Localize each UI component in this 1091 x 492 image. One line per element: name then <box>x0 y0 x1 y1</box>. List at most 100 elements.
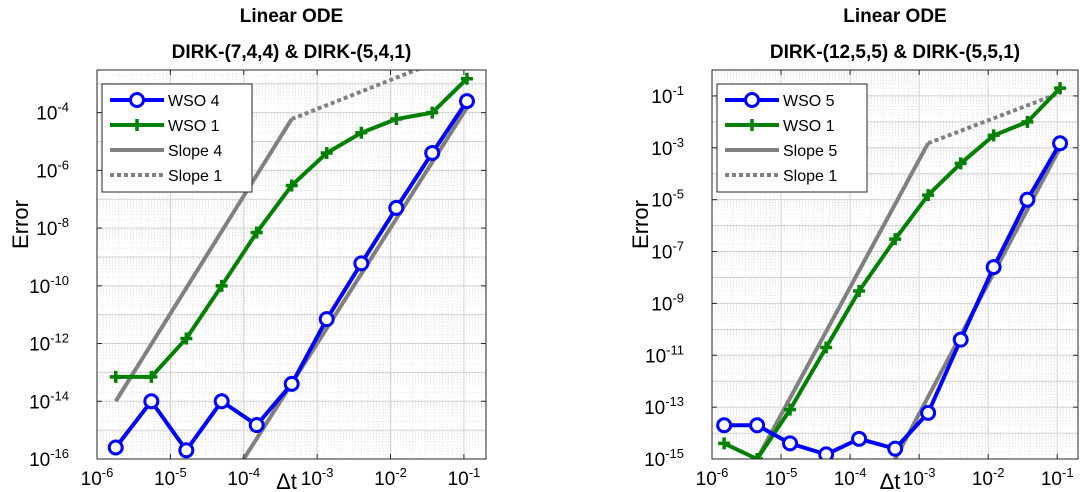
x-tick-label: 10-6 <box>81 465 114 490</box>
data-point-wso-4 <box>458 93 475 110</box>
plot-area <box>107 70 475 459</box>
data-point-wso-1 <box>987 129 1000 142</box>
x-axis-label: Δt <box>880 469 901 492</box>
legend-label-slope-5: Slope 5 <box>783 143 837 160</box>
data-point-wso-5 <box>749 417 766 434</box>
y-tick-label: 10-1 <box>651 83 684 108</box>
chart-title: Linear ODE <box>240 6 343 27</box>
data-point-wso-1 <box>215 279 228 292</box>
data-point-wso-5 <box>887 440 904 457</box>
data-point-wso-1 <box>426 106 439 119</box>
grid <box>711 69 1079 460</box>
chart-panel-1: Linear ODE DIRK-(7,4,4) & DIRK-(5,4,1) 10-… <box>8 6 487 492</box>
data-point-wso-1 <box>355 126 368 139</box>
data-point-wso-4 <box>353 255 370 272</box>
data-point-wso-5 <box>818 446 835 459</box>
data-point-wso-1 <box>853 285 866 298</box>
data-point-wso-1 <box>285 179 298 192</box>
y-tick-label: 10-3 <box>651 135 684 160</box>
y-axis-label: Error <box>8 200 33 249</box>
y-tick-label: 10-11 <box>645 342 684 367</box>
legend-label-wso-1: WSO 1 <box>783 118 835 135</box>
legend: WSO 4 WSO 1 Slope 4 Slope 1 <box>101 83 253 193</box>
data-point-wso-1 <box>390 113 403 126</box>
legend-marker-wso-4 <box>129 92 145 108</box>
series-line-slope-4-1 <box>114 117 294 403</box>
x-tick-label: 10-4 <box>227 465 260 490</box>
data-point-wso-1 <box>460 72 473 85</box>
data-point-wso-1 <box>1021 115 1034 128</box>
series-line-slope-1 <box>290 70 422 121</box>
y-tick-label: 10-15 <box>644 446 684 471</box>
data-point-wso-5 <box>1052 135 1069 152</box>
data-point-wso-1 <box>718 437 731 450</box>
chart-panel-2: Linear ODE DIRK-(12,5,5) & DIRK-(5,5,1) 10… <box>628 6 1079 492</box>
data-point-wso-1 <box>109 370 122 383</box>
series-line-slope-5-1 <box>755 142 930 459</box>
plot-area <box>716 82 1069 459</box>
x-tick-label: 10-5 <box>154 465 187 490</box>
x-tick-label: 10-4 <box>834 465 867 490</box>
y-tick-label: 10-14 <box>29 388 69 413</box>
data-point-wso-4 <box>107 439 124 456</box>
y-tick-label: 10-8 <box>36 215 69 240</box>
x-tick-label: 10-1 <box>1041 465 1074 490</box>
x-tick-label: 10-3 <box>903 465 936 490</box>
legend: WSO 5 WSO 1 Slope 5 Slope 1 <box>716 83 868 193</box>
data-point-wso-5 <box>985 259 1002 276</box>
legend-label-slope-1: Slope 1 <box>783 168 837 185</box>
data-point-wso-1 <box>1054 82 1067 95</box>
legend-label-wso-5: WSO 5 <box>783 93 835 110</box>
x-tick-label: 10-6 <box>696 465 729 490</box>
grid <box>96 69 487 460</box>
x-tick-label: 10-5 <box>765 465 798 490</box>
data-point-wso-5 <box>782 435 799 452</box>
data-point-wso-1 <box>889 233 902 246</box>
axes-box <box>711 69 1079 460</box>
legend-marker-wso-5 <box>744 92 760 108</box>
data-point-wso-4 <box>178 442 195 459</box>
data-point-wso-5 <box>716 417 733 434</box>
y-tick-label: 10-4 <box>36 100 69 125</box>
data-point-wso-1 <box>145 370 158 383</box>
y-tick-label: 10-10 <box>29 273 69 298</box>
data-point-wso-5 <box>1019 191 1036 208</box>
legend-label-wso-4: WSO 4 <box>168 93 220 110</box>
y-axis-label: Error <box>628 200 653 249</box>
x-axis-label: Δt <box>276 469 297 492</box>
series-line-slope-1 <box>927 91 1061 146</box>
data-point-wso-4 <box>143 393 160 410</box>
y-tick-label: 10-16 <box>29 446 69 471</box>
chart-subtitle: DIRK-(7,4,4) & DIRK-(5,4,1) <box>172 42 412 63</box>
data-point-wso-1 <box>954 157 967 170</box>
data-point-wso-4 <box>283 375 300 392</box>
data-point-wso-1 <box>784 403 797 416</box>
data-point-wso-1 <box>922 189 935 202</box>
y-tick-label: 10-6 <box>36 157 69 182</box>
x-tick-label: 10-3 <box>301 465 334 490</box>
data-point-wso-5 <box>952 331 969 348</box>
chart-subtitle: DIRK-(12,5,5) & DIRK-(5,5,1) <box>770 42 1020 63</box>
y-tick-label: 10-5 <box>651 187 684 212</box>
chart-title: Linear ODE <box>843 6 946 27</box>
data-point-wso-1 <box>250 226 263 239</box>
data-point-wso-1 <box>751 453 764 459</box>
series-line-slope-4-2 <box>242 106 469 459</box>
y-tick-label: 10-9 <box>651 290 684 315</box>
data-point-wso-1 <box>320 146 333 159</box>
data-point-wso-4 <box>213 393 230 410</box>
data-point-wso-4 <box>318 311 335 328</box>
legend-label-slope-4: Slope 4 <box>168 143 222 160</box>
data-point-wso-4 <box>388 199 405 216</box>
y-tick-label: 10-12 <box>29 331 69 356</box>
legend-label-slope-1: Slope 1 <box>168 168 222 185</box>
data-point-wso-4 <box>424 144 441 161</box>
legend-marker-wso-1 <box>131 119 143 131</box>
x-tick-label: 10-2 <box>374 465 407 490</box>
y-tick-label: 10-13 <box>644 394 684 419</box>
data-point-wso-4 <box>248 417 265 434</box>
data-point-wso-5 <box>851 430 868 447</box>
data-point-wso-1 <box>180 332 193 345</box>
x-tick-label: 10-2 <box>972 465 1005 490</box>
